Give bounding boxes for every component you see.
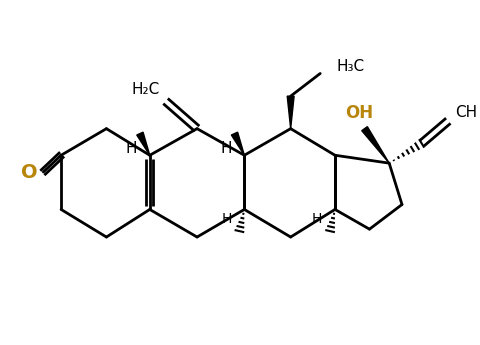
Polygon shape: [287, 96, 294, 129]
Text: OH: OH: [346, 104, 374, 122]
Polygon shape: [362, 127, 389, 163]
Text: CH: CH: [455, 105, 477, 120]
Text: O: O: [21, 162, 38, 181]
Text: H: H: [125, 141, 137, 156]
Polygon shape: [137, 132, 150, 155]
Text: H: H: [312, 212, 323, 226]
Text: H: H: [221, 212, 232, 226]
Text: H₃C: H₃C: [337, 59, 365, 74]
Text: H₂C: H₂C: [132, 82, 160, 97]
Text: H: H: [221, 141, 232, 156]
Polygon shape: [231, 132, 244, 155]
